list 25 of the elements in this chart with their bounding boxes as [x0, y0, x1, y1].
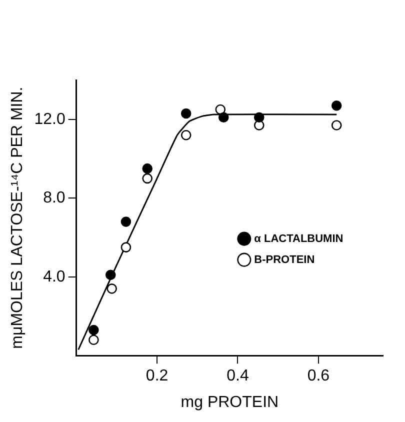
x-tick-label: 0.4	[226, 368, 249, 385]
point	[254, 112, 264, 123]
y-tick-label: 12.0	[34, 110, 66, 128]
point	[88, 334, 99, 345]
point	[180, 108, 192, 119]
point	[120, 216, 132, 227]
y-tick-label: 4.0	[43, 268, 66, 286]
point	[142, 173, 153, 184]
x-tick-label: 0.2	[146, 368, 168, 385]
point	[331, 100, 342, 111]
point	[105, 270, 116, 280]
y-tick-label: 8.0	[43, 190, 66, 207]
legend-label: α LACTALBUMIN	[254, 232, 344, 245]
x-tick-label: 0.6	[307, 368, 330, 385]
point	[142, 163, 153, 174]
legend-label: B-PROTEIN	[254, 254, 315, 266]
point	[218, 112, 229, 123]
point	[180, 130, 192, 140]
point	[215, 104, 226, 115]
point	[120, 242, 132, 252]
point	[331, 120, 342, 130]
point	[106, 284, 117, 294]
x-axis-title: mg PROTEIN	[180, 394, 279, 411]
y-axis-title: mμMOLES LACTOSE-¹⁴C PER MIN.	[9, 86, 26, 349]
point	[88, 324, 99, 336]
